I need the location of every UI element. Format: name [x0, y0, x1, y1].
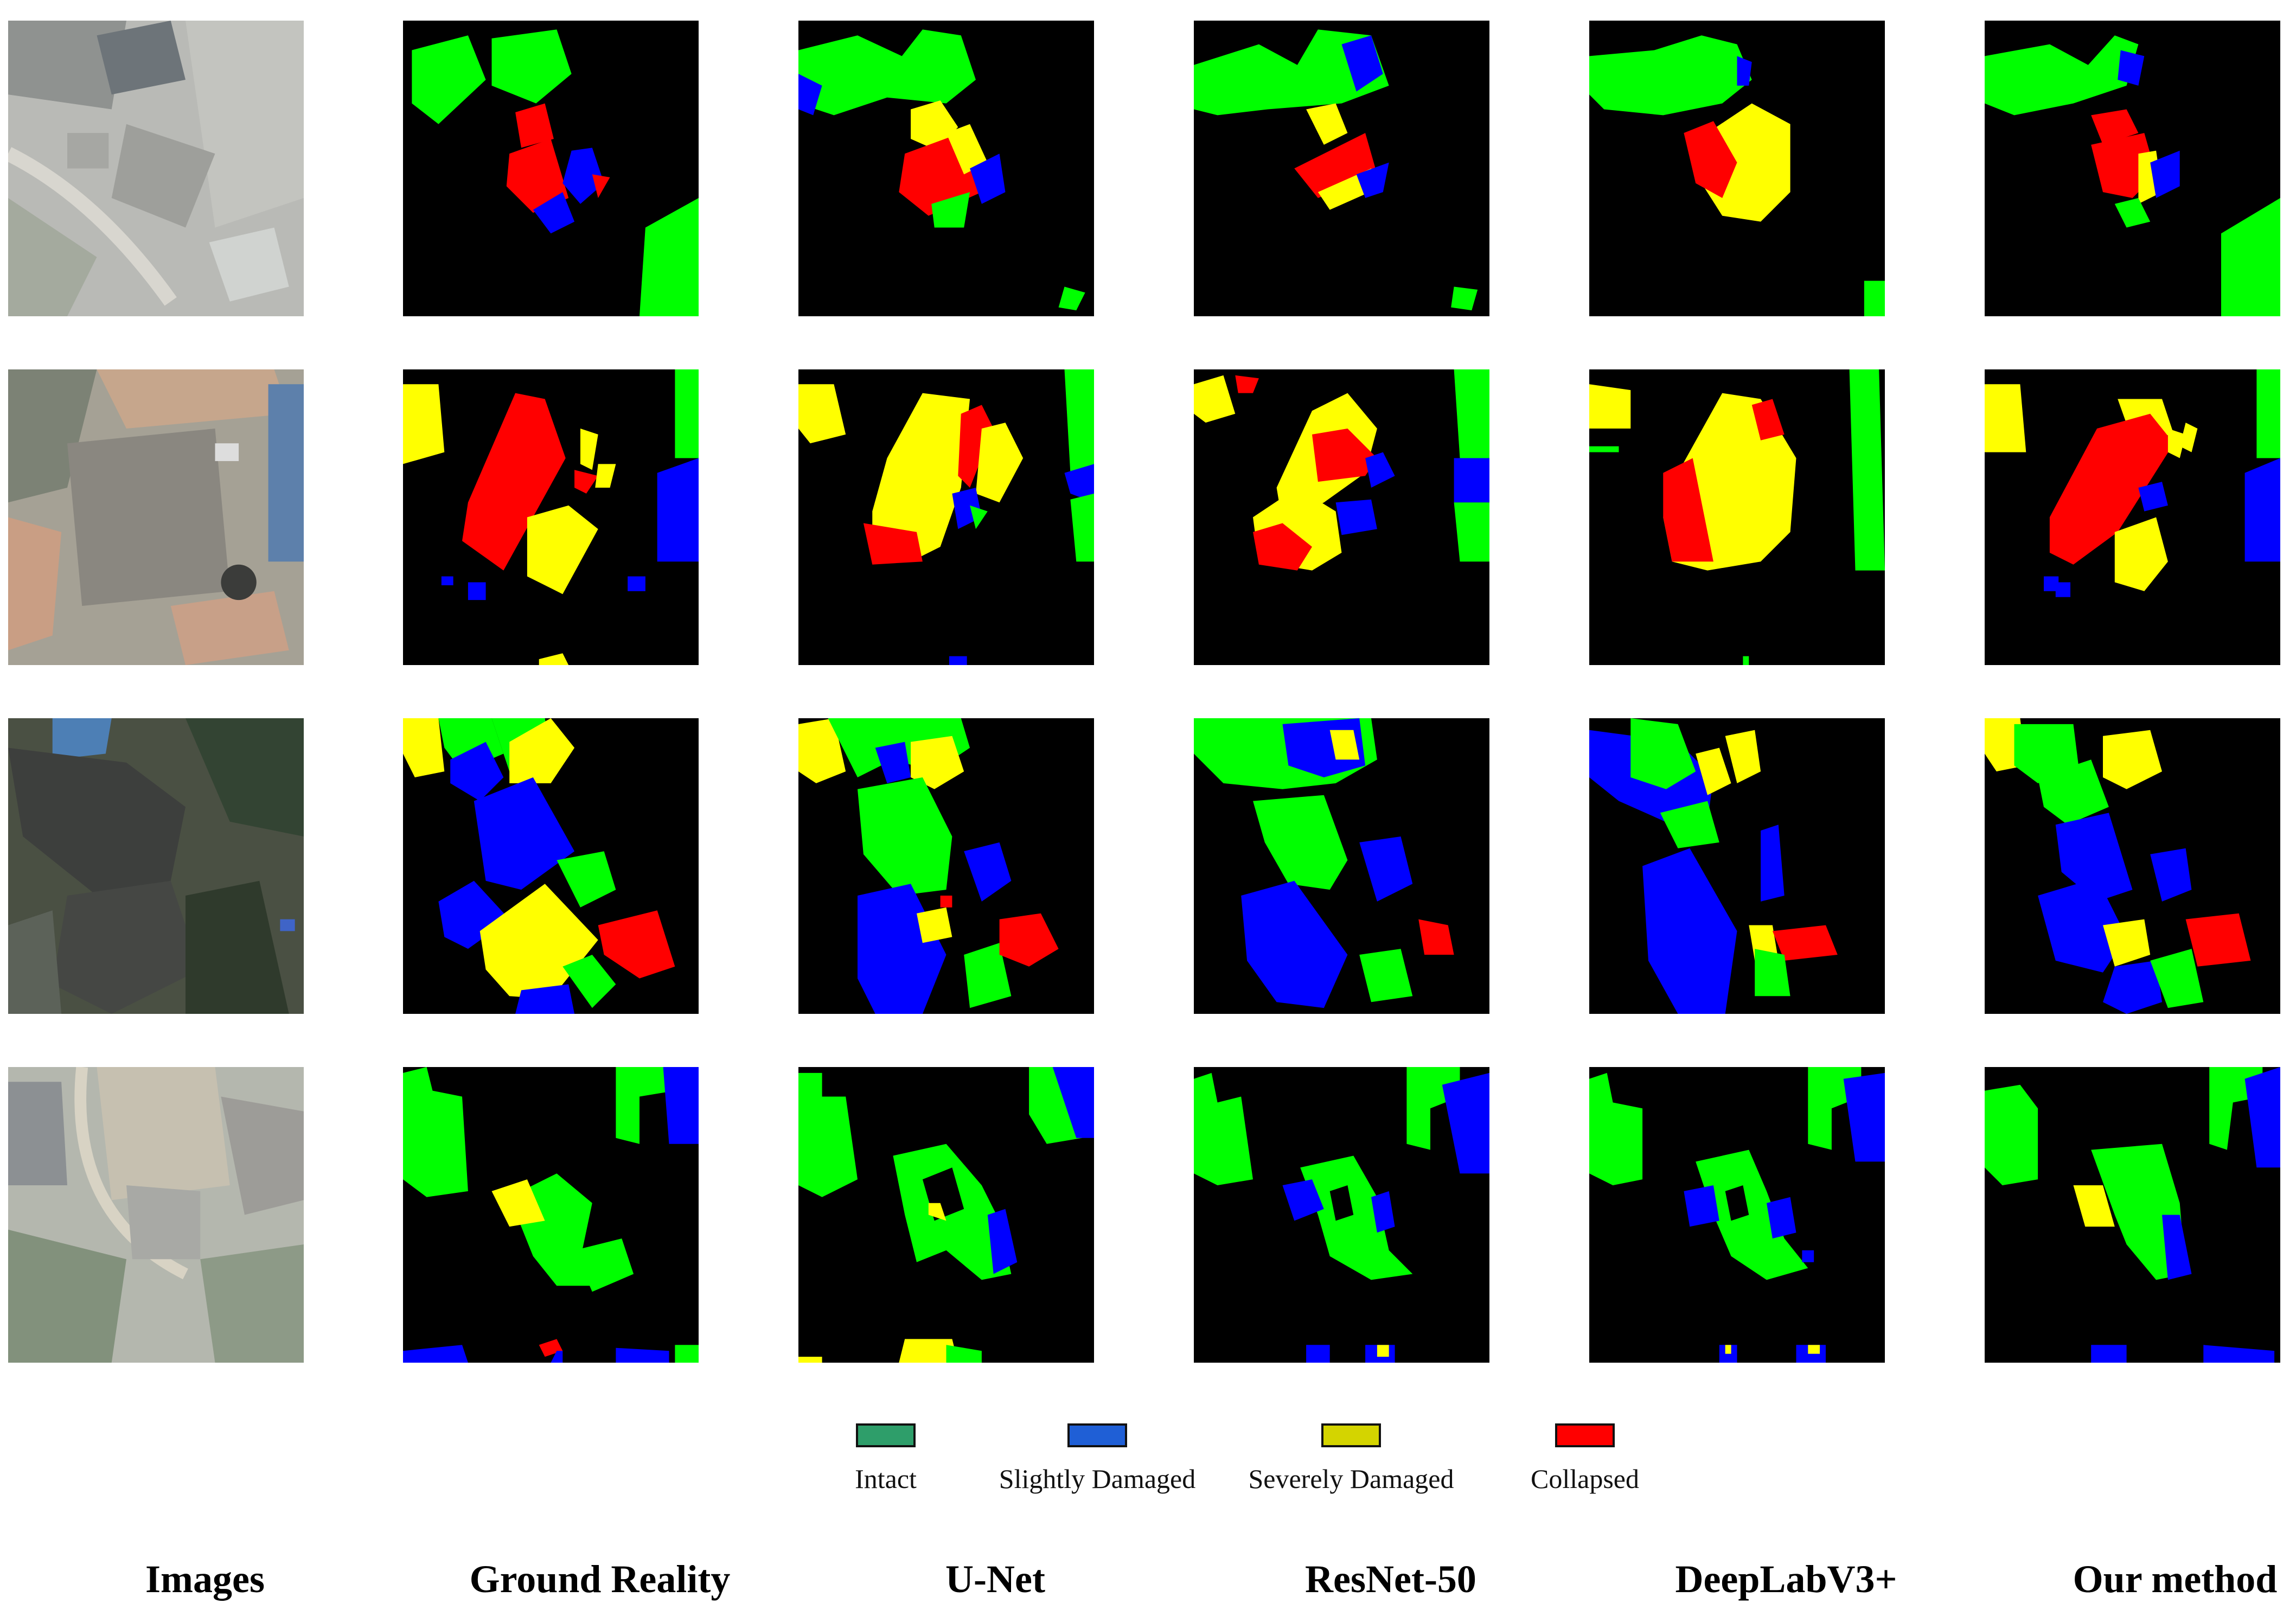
row3-resnet50-mask: [1194, 718, 1489, 1014]
row2-our-method-mask: [1985, 369, 2280, 665]
row2-aerial-image: [8, 369, 304, 665]
row1-our-method-mask: [1985, 21, 2280, 316]
row4-ground-reality-mask: [403, 1067, 699, 1363]
legend-label-slightly-damaged: Slightly Damaged: [999, 1464, 1196, 1494]
column-label-unet: U-Net: [945, 1557, 1045, 1601]
column-label-our-method: Our method: [2073, 1557, 2278, 1601]
column-label-resnet50: ResNet-50: [1305, 1557, 1476, 1601]
column-label-images: Images: [145, 1557, 265, 1601]
row4-our-method-mask: [1985, 1067, 2280, 1363]
row1-ground-reality-mask: [403, 21, 699, 316]
row4-unet-mask: [798, 1067, 1094, 1363]
row2-unet-mask: [798, 369, 1094, 665]
row4-aerial-image: [8, 1067, 304, 1363]
legend-swatch-severely-damaged: [1321, 1423, 1381, 1447]
row3-aerial-image: [8, 718, 304, 1014]
legend-label-severely-damaged: Severely Damaged: [1248, 1464, 1454, 1494]
column-label-deeplabv3: DeepLabV3+: [1675, 1557, 1897, 1601]
row1-deeplabv3-mask: [1589, 21, 1885, 316]
row2-ground-reality-mask: [403, 369, 699, 665]
row3-our-method-mask: [1985, 718, 2280, 1014]
row4-deeplabv3-mask: [1589, 1067, 1885, 1363]
row2-resnet50-mask: [1194, 369, 1489, 665]
row2-deeplabv3-mask: [1589, 369, 1885, 665]
row3-deeplabv3-mask: [1589, 718, 1885, 1014]
row3-ground-reality-mask: [403, 718, 699, 1014]
legend-swatch-collapsed: [1555, 1423, 1615, 1447]
column-label-ground-reality: Ground Reality: [469, 1557, 731, 1601]
row1-aerial-image: [8, 21, 304, 316]
row4-resnet50-mask: [1194, 1067, 1489, 1363]
legend-swatch-intact: [856, 1423, 916, 1447]
row1-unet-mask: [798, 21, 1094, 316]
row3-unet-mask: [798, 718, 1094, 1014]
legend-label-collapsed: Collapsed: [1531, 1464, 1639, 1494]
row1-resnet50-mask: [1194, 21, 1489, 316]
legend-swatch-slightly-damaged: [1067, 1423, 1127, 1447]
legend-label-intact: Intact: [855, 1464, 917, 1494]
